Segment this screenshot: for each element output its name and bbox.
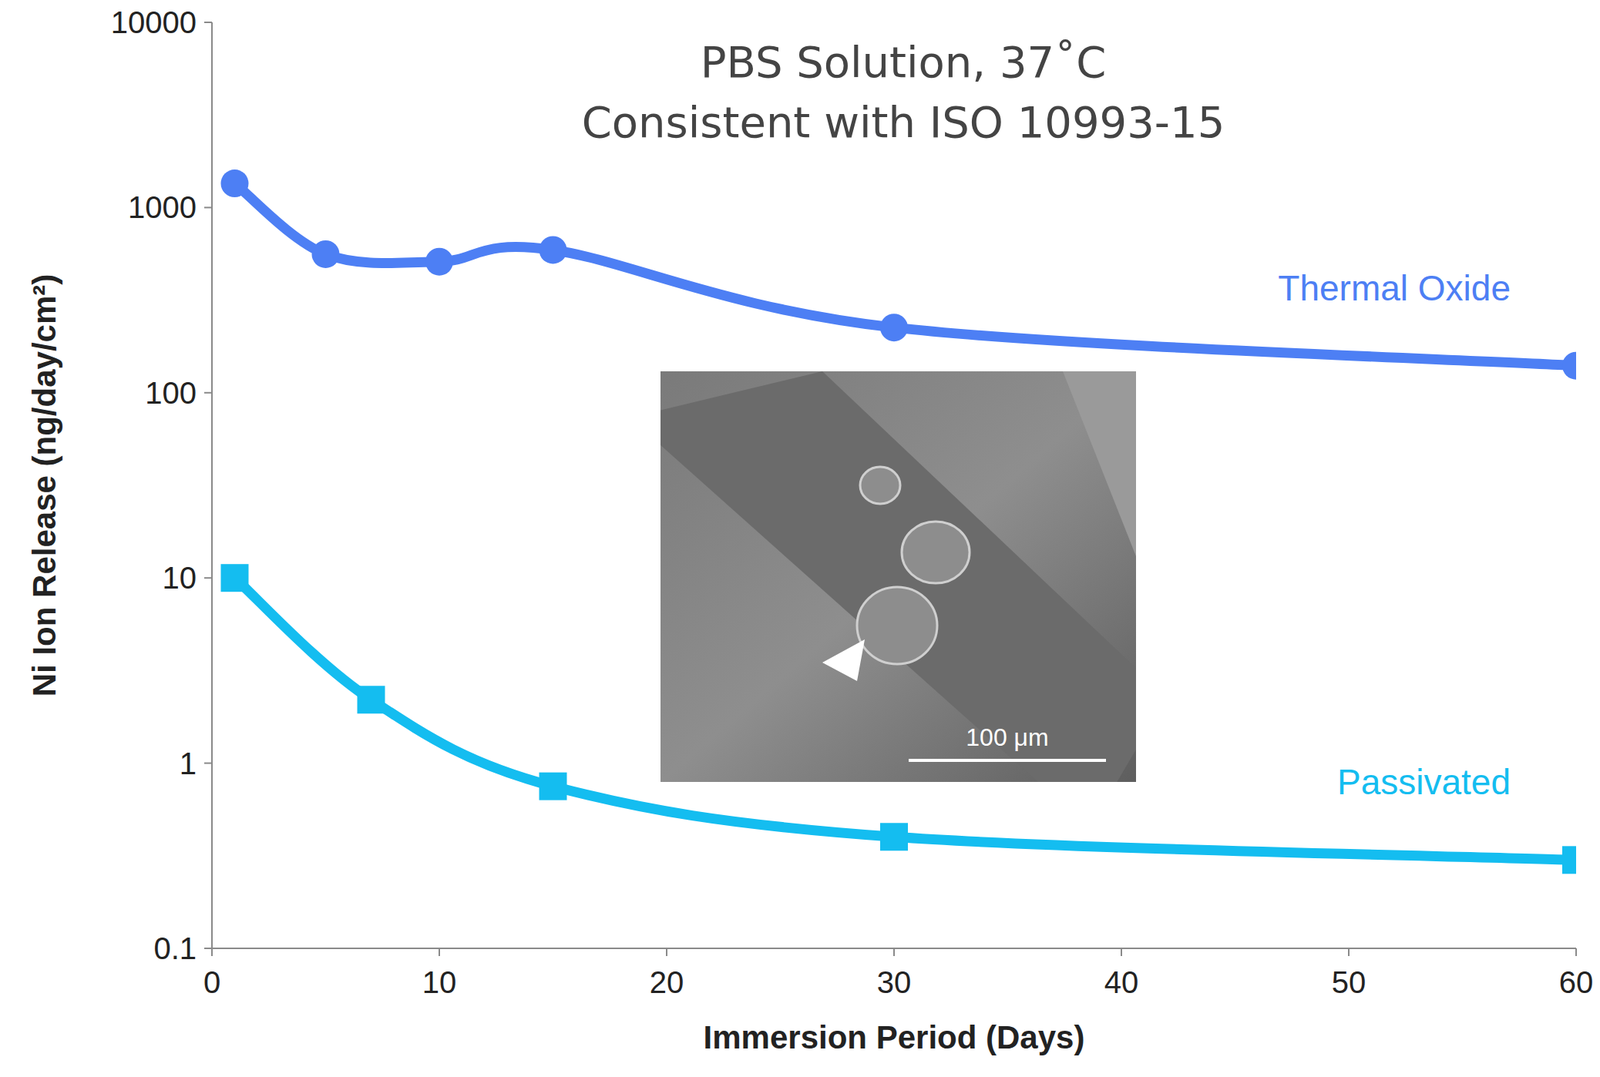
- series-label: Passivated: [1337, 762, 1511, 803]
- plot-area: [221, 169, 1577, 874]
- y-tick-label: 10: [162, 561, 198, 595]
- x-tick-label: 10: [422, 965, 458, 1000]
- data-point: [357, 685, 386, 714]
- inset-arrow: [822, 639, 865, 682]
- data-point: [1562, 846, 1577, 874]
- data-point: [425, 248, 454, 276]
- y-tick: [204, 577, 212, 579]
- y-tick-label: 1: [179, 746, 197, 781]
- x-tick: [438, 948, 441, 957]
- data-point: [1562, 352, 1577, 380]
- x-tick-label: 0: [203, 965, 221, 1000]
- data-point: [880, 313, 908, 342]
- series-labels: Thermal Oxide Passivated: [1277, 268, 1511, 804]
- y-tick-label: 10000: [110, 5, 197, 40]
- data-point: [221, 564, 249, 592]
- inset-pit: [857, 587, 938, 665]
- series-line: [235, 578, 1577, 861]
- x-tick-label: 40: [1104, 965, 1140, 1000]
- y-tick: [204, 392, 212, 394]
- y-tick-label: 1000: [127, 190, 197, 225]
- x-tick-label: 60: [1559, 965, 1594, 1000]
- y-tick: [204, 763, 212, 765]
- x-tick: [1575, 948, 1577, 957]
- subtitle: Consistent with ISO 10993-15: [581, 97, 1226, 148]
- chart: 0.1 1 10 100 1000 10000 0 10 20 30 40 50 60 Immersion…: [0, 0, 1600, 1077]
- x-tick: [1347, 948, 1350, 957]
- data-point: [539, 773, 568, 801]
- data-point: [312, 240, 340, 269]
- x-tick-label: 50: [1331, 965, 1367, 1000]
- data-point: [539, 235, 568, 264]
- x-tick-label: 20: [649, 965, 685, 1000]
- y-axis-title: Ni Ion Release (ng/day/cm²): [26, 274, 63, 697]
- series-label: Thermal Oxide: [1277, 268, 1511, 309]
- data-point: [880, 823, 908, 851]
- y-tick-label: 100: [144, 376, 197, 411]
- inset-pit: [860, 467, 901, 505]
- y-axis-line: [211, 22, 213, 949]
- series-line: [235, 183, 1577, 367]
- inset-image: 100 μm: [629, 371, 1167, 829]
- x-axis-title: Immersion Period (Days): [703, 1019, 1086, 1056]
- scale-bar-label: 100 μm: [965, 723, 1049, 752]
- inset-wire2: [1062, 371, 1137, 557]
- x-tick: [1120, 948, 1123, 957]
- y-tick: [204, 947, 212, 950]
- title: PBS Solution, 37˚C: [700, 36, 1107, 88]
- x-tick: [893, 948, 895, 957]
- scale-bar: [908, 759, 1106, 763]
- y-tick-label: 0.1: [153, 931, 197, 966]
- inset-content: [660, 371, 1137, 783]
- inset-wire: [660, 371, 1137, 783]
- y-tick: [204, 206, 212, 209]
- x-tick: [211, 948, 213, 957]
- x-tick-label: 30: [877, 965, 912, 1000]
- inset-pit: [901, 521, 970, 584]
- data-point: [221, 169, 249, 198]
- y-tick: [204, 21, 212, 24]
- x-tick: [665, 948, 668, 957]
